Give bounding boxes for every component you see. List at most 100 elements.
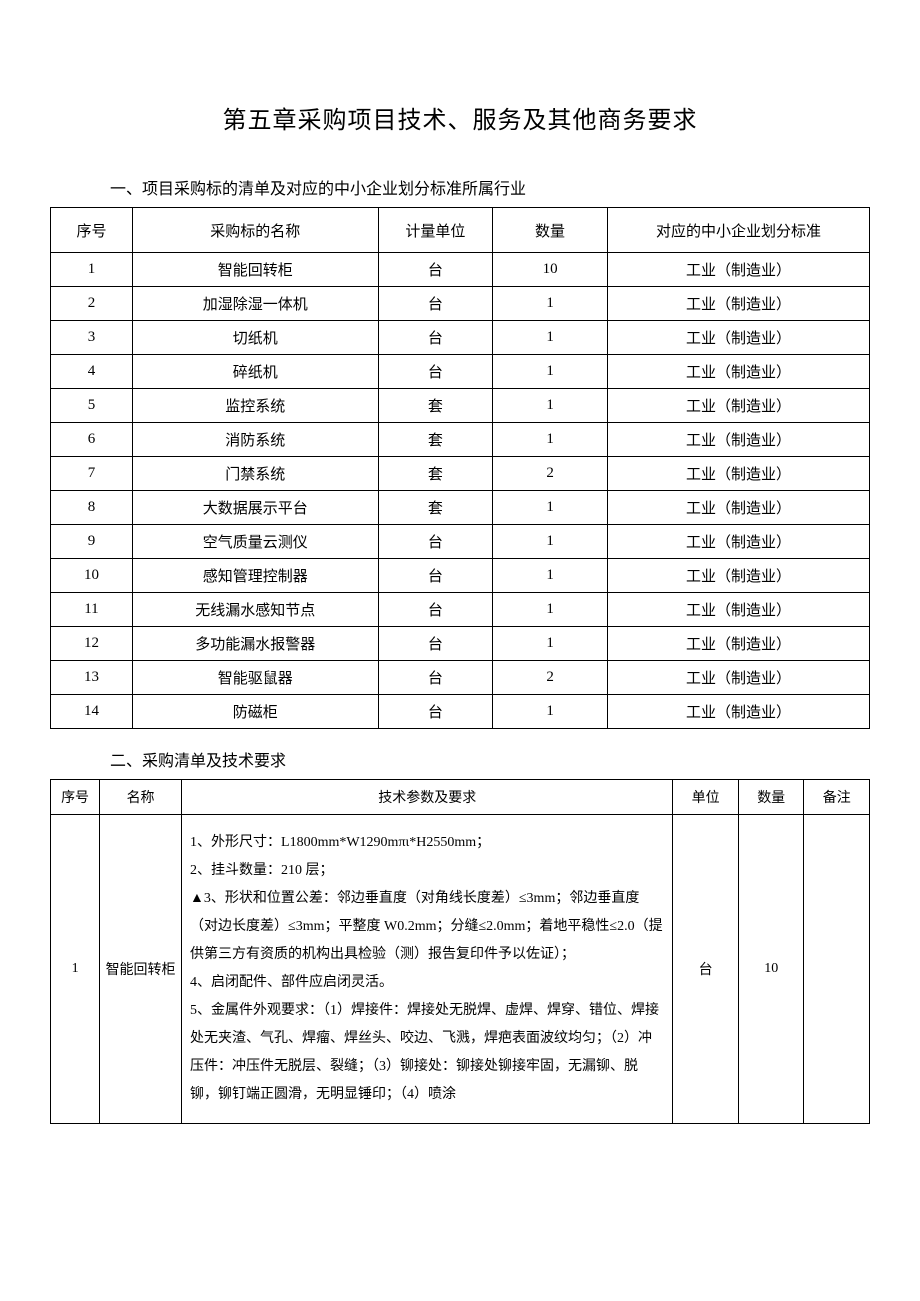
table-cell: 台 [378,627,493,661]
table-1-body: 1智能回转柜台10工业（制造业）2加湿除湿一体机台1工业（制造业）3切纸机台1工… [51,253,870,729]
table-cell: 套 [378,491,493,525]
table-cell: 工业（制造业） [607,423,869,457]
table-cell: 多功能漏水报警器 [132,627,378,661]
table-cell: 台 [378,593,493,627]
table-2-col-1: 名称 [100,780,182,815]
table-cell: 工业（制造业） [607,593,869,627]
table-2-col-0: 序号 [51,780,100,815]
table-cell: 8 [51,491,133,525]
table-row: 6消防系统套1工业（制造业） [51,423,870,457]
table-2-col-3: 单位 [673,780,739,815]
table-cell: 10 [51,559,133,593]
table-1-col-1: 采购标的名称 [132,208,378,253]
table-cell: 工业（制造业） [607,253,869,287]
table-cell: 套 [378,457,493,491]
page: 第五章采购项目技术、服务及其他商务要求 一、项目采购标的清单及对应的中小企业划分… [0,0,920,1301]
table-cell: 1 [493,559,608,593]
table-cell: 10 [493,253,608,287]
table-cell: 套 [378,389,493,423]
table-cell: 台 [378,355,493,389]
table-cell: 2 [493,457,608,491]
table-cell: 感知管理控制器 [132,559,378,593]
table-cell: 3 [51,321,133,355]
table-cell: 工业（制造业） [607,661,869,695]
table-cell: 工业（制造业） [607,559,869,593]
table-cell: 碎纸机 [132,355,378,389]
table-cell: 2 [493,661,608,695]
table-row: 10感知管理控制器台1工业（制造业） [51,559,870,593]
table-row: 8大数据展示平台套1工业（制造业） [51,491,870,525]
table-cell: 工业（制造业） [607,525,869,559]
page-title: 第五章采购项目技术、服务及其他商务要求 [50,100,870,135]
table-cell: 工业（制造业） [607,457,869,491]
table-cell: 1 [493,593,608,627]
table-cell: 空气质量云测仪 [132,525,378,559]
table-cell: 智能驱鼠器 [132,661,378,695]
table-cell: 工业（制造业） [607,389,869,423]
table-cell: 防磁柜 [132,695,378,729]
table-cell: 台 [378,661,493,695]
table-cell: 1 [493,627,608,661]
table-cell: 1 [493,355,608,389]
section1-heading: 一、项目采购标的清单及对应的中小企业划分标准所属行业 [110,175,870,199]
section2-heading: 二、采购清单及技术要求 [110,747,870,771]
table-row: 12多功能漏水报警器台1工业（制造业） [51,627,870,661]
table-cell: 工业（制造业） [607,355,869,389]
table-cell: 工业（制造业） [607,491,869,525]
table-cell: 7 [51,457,133,491]
table-cell: 1 [493,491,608,525]
table-cell: 9 [51,525,133,559]
table-2-col-4: 数量 [738,780,804,815]
table-cell: 智能回转柜 [132,253,378,287]
table-cell: 工业（制造业） [607,695,869,729]
table-row: 4碎纸机台1工业（制造业） [51,355,870,389]
table-cell: 监控系统 [132,389,378,423]
table-row: 11无线漏水感知节点台1工业（制造业） [51,593,870,627]
table-cell: 工业（制造业） [607,287,869,321]
table-cell: 13 [51,661,133,695]
table-row: 5监控系统套1工业（制造业） [51,389,870,423]
table-cell: 1 [493,389,608,423]
table-row: 13智能驱鼠器台2工业（制造业） [51,661,870,695]
table-2-body: 1智能回转柜1、外形尺寸：L1800mm*W1290mπι*H2550mm；2、… [51,815,870,1124]
table-row: 7门禁系统套2工业（制造业） [51,457,870,491]
table-cell: 台 [378,287,493,321]
table-cell: 台 [378,525,493,559]
table-cell: 5 [51,389,133,423]
table-1: 序号采购标的名称计量单位数量对应的中小企业划分标准 1智能回转柜台10工业（制造… [50,207,870,729]
table-cell: 台 [378,695,493,729]
table-2-col-2: 技术参数及要求 [182,780,673,815]
table-2: 序号名称技术参数及要求单位数量备注 1智能回转柜1、外形尺寸：L1800mm*W… [50,779,870,1124]
table-1-col-4: 对应的中小企业划分标准 [607,208,869,253]
table-cell: 智能回转柜 [100,815,182,1124]
table-cell: 1 [493,321,608,355]
table-cell: 1 [493,423,608,457]
table-cell: 加湿除湿一体机 [132,287,378,321]
table-2-col-5: 备注 [804,780,870,815]
table-cell: 套 [378,423,493,457]
table-1-col-0: 序号 [51,208,133,253]
table-cell: 1 [493,287,608,321]
table-cell: 1、外形尺寸：L1800mm*W1290mπι*H2550mm；2、挂斗数量：2… [182,815,673,1124]
table-cell: 无线漏水感知节点 [132,593,378,627]
table-cell: 1 [493,695,608,729]
table-1-col-2: 计量单位 [378,208,493,253]
table-cell: 11 [51,593,133,627]
table-cell: 切纸机 [132,321,378,355]
table-cell: 台 [378,321,493,355]
table-cell: 台 [378,253,493,287]
table-cell: 10 [738,815,804,1124]
table-row: 1智能回转柜台10工业（制造业） [51,253,870,287]
table-row: 9空气质量云测仪台1工业（制造业） [51,525,870,559]
table-cell: 1 [51,253,133,287]
table-cell: 4 [51,355,133,389]
table-1-col-3: 数量 [493,208,608,253]
table-cell [804,815,870,1124]
table-row: 3切纸机台1工业（制造业） [51,321,870,355]
table-cell: 1 [493,525,608,559]
table-cell: 14 [51,695,133,729]
table-cell: 12 [51,627,133,661]
table-cell: 台 [673,815,739,1124]
table-2-header-row: 序号名称技术参数及要求单位数量备注 [51,780,870,815]
table-cell: 2 [51,287,133,321]
